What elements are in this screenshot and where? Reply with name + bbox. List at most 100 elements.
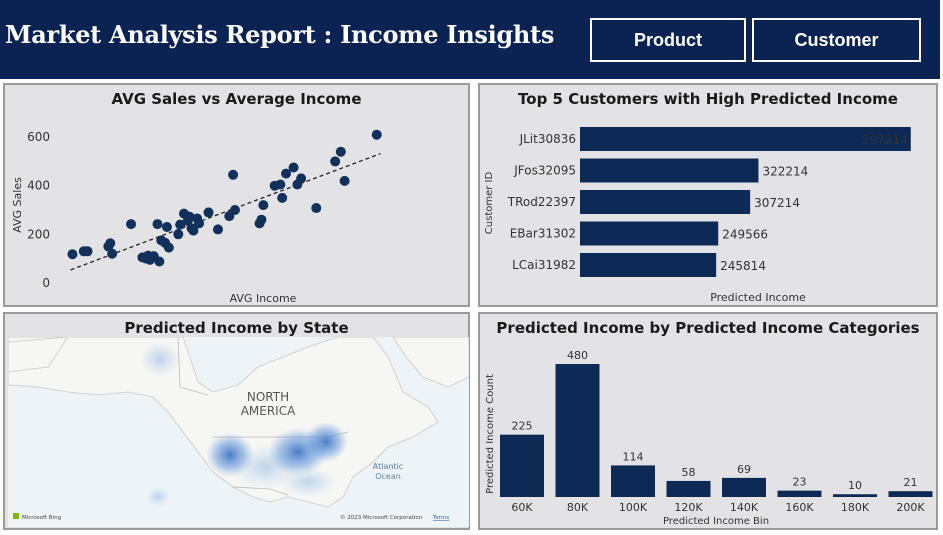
scatter-point xyxy=(107,248,118,259)
bin-bar xyxy=(777,490,822,497)
scatter-point xyxy=(229,205,240,215)
customer-bar xyxy=(580,158,759,183)
bing-logo-text: Microsoft Bing xyxy=(22,515,61,521)
bin-value-label: 114 xyxy=(623,450,644,463)
customer-value-label: 249566 xyxy=(722,228,768,242)
bin-bar xyxy=(888,491,933,497)
y-tick-label: 200 xyxy=(27,227,50,241)
scatter-point xyxy=(335,146,346,157)
top5-panel[interactable]: Top 5 Customers with High Predicted Inco… xyxy=(478,83,938,307)
customer-button[interactable]: Customer xyxy=(752,18,921,62)
bins-panel[interactable]: Predicted Income by Predicted Income Cat… xyxy=(478,312,938,530)
y-axis-label: AVG Sales xyxy=(11,177,24,233)
scatter-point xyxy=(330,156,341,167)
scatter-point xyxy=(175,219,186,230)
map-panel[interactable]: Predicted Income by State xyxy=(3,312,470,530)
customer-value-label: 597214 xyxy=(862,133,908,147)
scatter-point xyxy=(67,249,78,260)
map-title: Predicted Income by State xyxy=(124,319,349,337)
scatter-point xyxy=(184,211,195,222)
bin-bar xyxy=(500,434,544,497)
x-axis-label: Predicted Income Bin xyxy=(663,516,769,527)
ocean-label-atlantic: Atlantic xyxy=(373,462,403,471)
top5-title: Top 5 Customers with High Predicted Inco… xyxy=(518,90,898,108)
scatter-point xyxy=(163,242,174,253)
scatter-point xyxy=(105,238,116,249)
scatter-point xyxy=(212,224,223,235)
y-axis-label: Customer ID xyxy=(484,172,495,235)
scatter-point xyxy=(311,203,322,214)
bin-value-label: 480 xyxy=(567,349,588,362)
scatter-chart[interactable]: 0 200 400 600 AVG Income AVG Sales xyxy=(5,85,468,305)
bin-bar xyxy=(833,494,877,497)
continent-label-america: AMERICA xyxy=(241,404,296,418)
scatter-point xyxy=(277,192,288,203)
bin-value-label: 23 xyxy=(793,476,807,489)
bin-category-label: 120K xyxy=(674,501,703,514)
scatter-point xyxy=(161,222,172,232)
scatter-point xyxy=(228,169,239,180)
asia-land xyxy=(8,337,69,373)
hawaii-heat xyxy=(146,487,170,507)
northeast-heat xyxy=(304,422,348,462)
bin-value-label: 58 xyxy=(682,466,696,479)
top5-bar-chart[interactable]: JLit30836 597214 JFos32095 322214 TRod22397 3… xyxy=(480,85,936,305)
customer-id-label: JFos32095 xyxy=(513,164,576,178)
ocean-label-ocean: Ocean xyxy=(375,472,401,481)
map-terms-link[interactable]: Terms xyxy=(432,515,449,521)
x-axis-label: AVG Income xyxy=(230,292,297,305)
scatter-point xyxy=(275,179,286,190)
continent-label-north: NORTH xyxy=(247,390,289,404)
report-title: Market Analysis Report : Income Insights xyxy=(5,20,555,49)
customer-value-label: 307214 xyxy=(754,196,800,210)
bin-category-label: 160K xyxy=(785,501,814,514)
customer-bar xyxy=(580,221,719,246)
bin-bar xyxy=(555,364,600,497)
bin-category-label: 80K xyxy=(567,501,589,514)
alaska-heat xyxy=(140,341,180,377)
customer-id-label: JLit30836 xyxy=(519,132,576,146)
y-axis-label: Predicted Income Count xyxy=(485,374,496,494)
bin-value-label: 10 xyxy=(848,479,862,492)
bin-category-label: 60K xyxy=(511,501,533,514)
scatter-point xyxy=(371,129,382,140)
scatter-point xyxy=(339,175,350,186)
scatter-point xyxy=(152,219,163,230)
bin-category-label: 140K xyxy=(730,501,759,514)
y-tick-label: 0 xyxy=(42,276,50,290)
scatter-panel[interactable]: AVG Sales vs Average Income 0 200 400 600 AV… xyxy=(3,83,470,307)
scatter-point xyxy=(296,173,307,184)
scatter-point xyxy=(194,218,205,229)
customer-id-label: EBar31302 xyxy=(510,227,576,241)
product-button[interactable]: Product xyxy=(590,18,746,62)
scatter-point xyxy=(154,256,165,267)
customer-bar xyxy=(580,253,717,277)
bin-value-label: 21 xyxy=(904,476,918,489)
scatter-title: AVG Sales vs Average Income xyxy=(111,90,362,108)
scatter-point xyxy=(82,246,93,257)
map-copyright: © 2023 Microsoft Corporation xyxy=(340,514,423,521)
bing-logo-icon xyxy=(13,513,19,519)
bin-bar xyxy=(722,477,766,497)
income-map[interactable]: NORTH AMERICA Atlantic Ocean Microsoft B… xyxy=(8,337,469,527)
bin-bar xyxy=(666,480,711,497)
bin-bar xyxy=(611,465,655,497)
bins-bar-chart[interactable]: 225 60K 480 80K 114 100K 58 120K 69 140K 23 160K 10 1… xyxy=(480,314,936,528)
scatter-point xyxy=(203,207,214,218)
x-axis-label: Predicted Income xyxy=(710,291,806,304)
scatter-point xyxy=(258,200,269,211)
customer-id-label: TRod22397 xyxy=(507,195,576,209)
scatter-point xyxy=(288,162,299,173)
customer-value-label: 322214 xyxy=(762,165,808,179)
y-tick-label: 600 xyxy=(27,130,50,144)
bin-category-label: 180K xyxy=(841,501,870,514)
scatter-point xyxy=(188,225,199,236)
bin-category-label: 100K xyxy=(619,501,648,514)
scatter-point xyxy=(281,168,292,179)
greenland-land xyxy=(392,337,469,388)
report-header: Market Analysis Report : Income Insights… xyxy=(0,0,940,79)
y-tick-label: 400 xyxy=(27,179,50,193)
trend-line xyxy=(70,153,381,271)
north-america-land xyxy=(8,337,439,508)
scatter-point xyxy=(256,214,267,225)
